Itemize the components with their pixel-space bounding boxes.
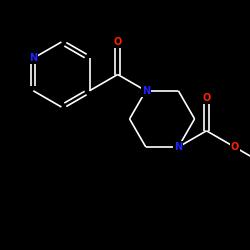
Text: O: O xyxy=(114,37,122,47)
Text: O: O xyxy=(202,93,210,103)
Text: N: N xyxy=(142,86,150,96)
Text: N: N xyxy=(29,53,37,63)
Text: O: O xyxy=(230,142,239,152)
Text: N: N xyxy=(174,142,182,152)
